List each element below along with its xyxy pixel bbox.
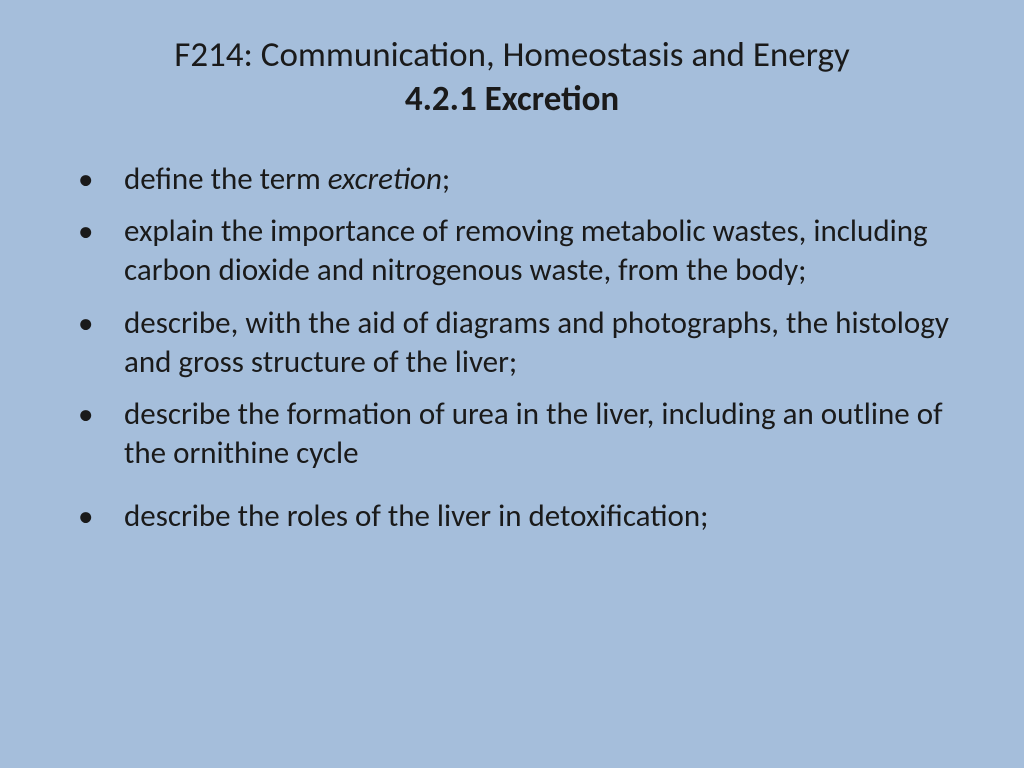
list-item: describe, with the aid of diagrams and p… (64, 304, 968, 382)
bullet-text-italic: excretion (328, 160, 442, 198)
bullet-text-pre: describe the roles of the liver in detox… (124, 497, 708, 535)
slide-title-line2: 4.2.1 Excretion (56, 78, 968, 122)
bullet-list: define the term excretion; explain the i… (56, 160, 968, 536)
bullet-text-pre: describe, with the aid of diagrams and p… (124, 304, 949, 381)
slide-title-block: F214: Communication, Homeostasis and Ene… (56, 34, 968, 122)
bullet-text-post: ; (442, 160, 450, 198)
list-item: describe the formation of urea in the li… (64, 395, 968, 473)
bullet-text-pre: define the term (124, 160, 328, 198)
slide-title-line1: F214: Communication, Homeostasis and Ene… (56, 34, 968, 78)
list-item: describe the roles of the liver in detox… (64, 497, 968, 536)
bullet-text-pre: describe the formation of urea in the li… (124, 395, 943, 472)
bullet-text-pre: explain the importance of removing metab… (124, 212, 928, 289)
list-item: define the term excretion; (64, 160, 968, 199)
list-item: explain the importance of removing metab… (64, 212, 968, 290)
